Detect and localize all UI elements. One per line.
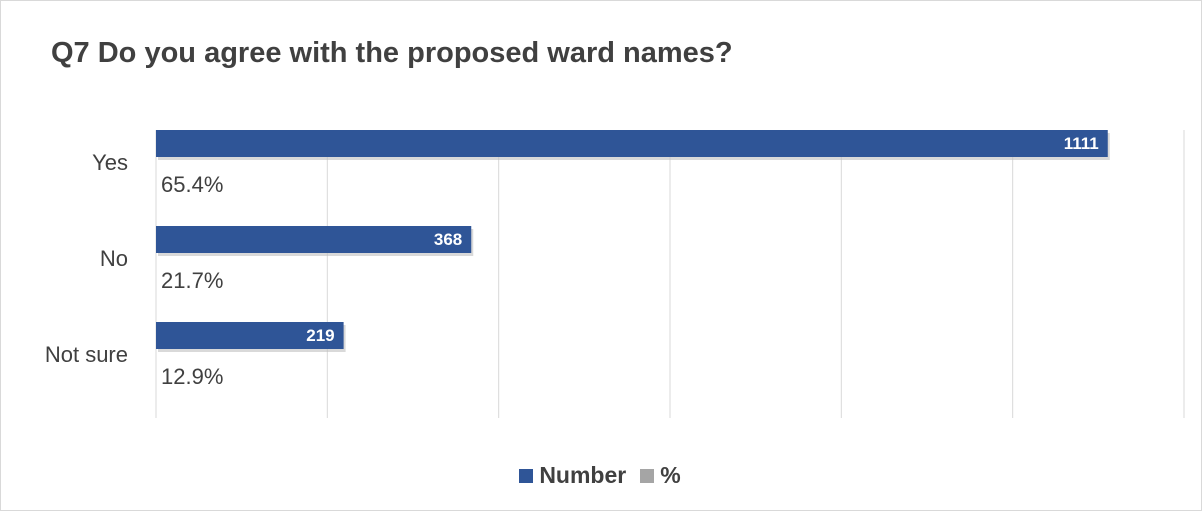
bar-not-sure: [156, 322, 344, 349]
legend-swatch-number: [519, 468, 534, 483]
category-label: Yes: [92, 150, 128, 175]
legend-label-number: Number: [539, 462, 627, 488]
data-label-number: 219: [306, 326, 334, 345]
category-label: No: [100, 246, 128, 271]
legend-label-percent: %: [660, 462, 681, 488]
legend: Number %: [0, 462, 1200, 489]
data-label-percent: 21.7%: [161, 268, 223, 293]
category-label: Not sure: [45, 342, 128, 367]
data-label-number: 368: [434, 230, 462, 249]
legend-item-number: Number: [519, 462, 626, 489]
chart-title: Q7 Do you agree with the proposed ward n…: [51, 37, 733, 69]
legend-item-percent: %: [640, 462, 681, 489]
bar-no: [156, 226, 472, 253]
data-label-number: 1111: [1064, 134, 1099, 153]
data-label-percent: 12.9%: [161, 364, 223, 389]
bar-yes: [156, 130, 1108, 157]
data-label-percent: 65.4%: [161, 172, 223, 197]
legend-swatch-percent: [640, 468, 655, 483]
